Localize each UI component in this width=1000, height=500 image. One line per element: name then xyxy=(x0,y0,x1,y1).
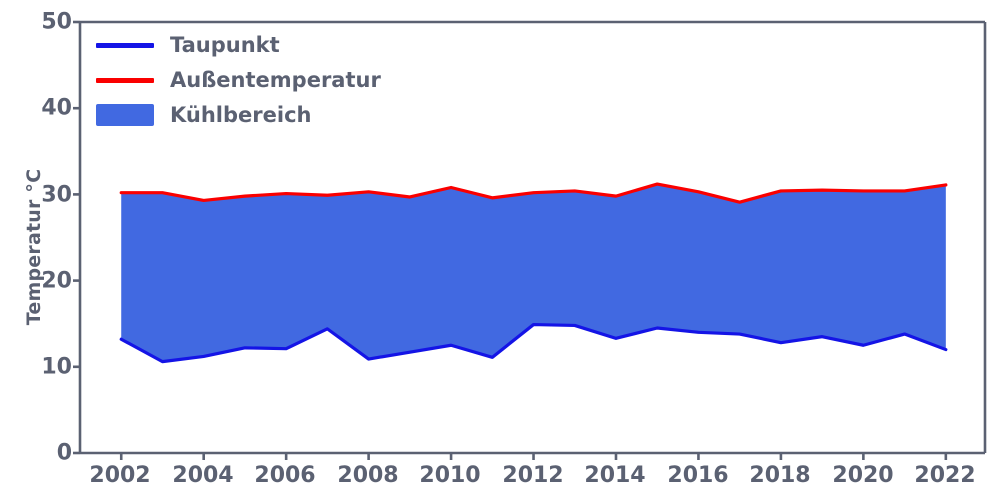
x-tick-2018: 2018 xyxy=(749,463,811,488)
legend-label-taupunkt: Taupunkt xyxy=(170,32,280,57)
x-tick-2020: 2020 xyxy=(832,463,894,488)
y-tick-40: 40 xyxy=(41,95,72,121)
y-tick-0: 0 xyxy=(56,440,72,466)
x-tick-2022: 2022 xyxy=(914,463,976,488)
legend-item-taupunkt: Taupunkt xyxy=(96,32,381,58)
x-tick-2016: 2016 xyxy=(667,463,729,488)
x-tick-2006: 2006 xyxy=(254,463,316,488)
x-tick-2004: 2004 xyxy=(172,463,234,488)
y-tick-20: 20 xyxy=(41,268,72,294)
x-tick-2008: 2008 xyxy=(337,463,399,488)
x-tick-2012: 2012 xyxy=(502,463,564,488)
legend: Taupunkt Außentemperatur Kühlbereich xyxy=(96,32,381,128)
legend-item-kuehlbereich: Kühlbereich xyxy=(96,102,381,128)
x-tick-2002: 2002 xyxy=(89,463,151,488)
y-tick-30: 30 xyxy=(41,182,72,208)
x-tick-2014: 2014 xyxy=(584,463,646,488)
dewpoint-line xyxy=(119,322,948,364)
x-tick-2010: 2010 xyxy=(419,463,481,488)
plot-area xyxy=(119,182,948,364)
legend-line-swatch-icon xyxy=(96,42,154,48)
legend-patch-swatch-icon xyxy=(96,104,154,126)
tick-marks xyxy=(73,20,948,460)
y-tick-50: 50 xyxy=(41,9,72,35)
y-tick-labels: 0 10 20 30 40 50 xyxy=(0,0,72,500)
cooling-range-area xyxy=(121,184,946,362)
legend-line-swatch-icon xyxy=(96,77,154,83)
legend-item-aussentemperatur: Außentemperatur xyxy=(96,67,381,93)
legend-label-aussentemperatur: Außentemperatur xyxy=(170,67,381,92)
legend-label-kuehlbereich: Kühlbereich xyxy=(170,102,312,127)
y-tick-10: 10 xyxy=(41,354,72,380)
outdoor-temp-line xyxy=(119,182,948,204)
